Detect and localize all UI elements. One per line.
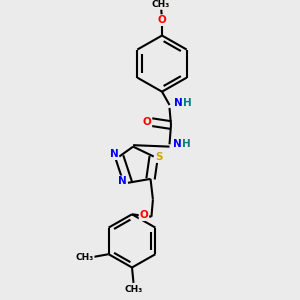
Text: CH₃: CH₃ <box>76 253 94 262</box>
Text: O: O <box>158 15 166 25</box>
Text: N: N <box>174 98 183 109</box>
Text: N: N <box>173 139 182 149</box>
Text: N: N <box>118 176 126 186</box>
Text: H: H <box>182 139 191 149</box>
Text: H: H <box>183 98 192 109</box>
Text: N: N <box>110 149 118 159</box>
Text: O: O <box>140 210 148 220</box>
Text: CH₃: CH₃ <box>152 0 170 9</box>
Text: O: O <box>142 117 152 127</box>
Text: CH₃: CH₃ <box>125 285 143 294</box>
Text: S: S <box>155 152 163 162</box>
